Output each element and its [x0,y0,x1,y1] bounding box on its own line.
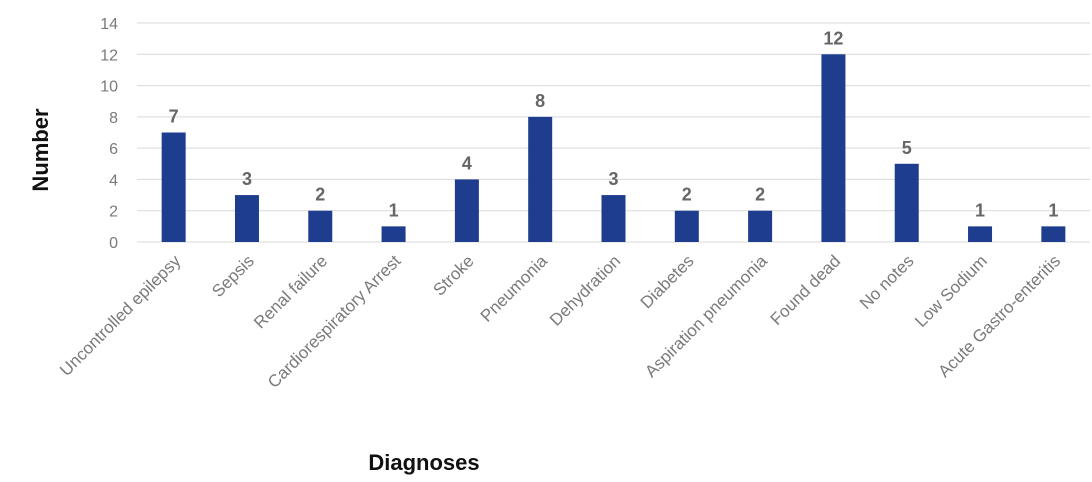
bar [821,54,846,243]
x-tick-label: Low Sodium [911,251,991,331]
y-tick-label: 4 [109,172,118,189]
y-axis-ticks: 0 2 4 6 8 10 12 14 [100,16,118,252]
data-label: 5 [902,138,912,158]
bar [528,116,553,242]
bar [161,132,186,242]
x-tick-label: Acute Gastro-enteritis [934,251,1064,381]
bar [308,210,333,242]
data-label: 7 [169,107,179,127]
data-label: 8 [535,91,545,111]
bar [601,195,626,242]
y-tick-label: 2 [109,204,118,221]
x-tick-label: Stroke [430,251,478,299]
bar [381,226,406,242]
y-tick-label: 10 [100,79,118,96]
y-tick-label: 14 [100,16,118,33]
y-axis-title: Number [28,108,53,192]
data-label: 4 [462,153,472,173]
x-tick-label: Aspiration pneumonia [641,251,771,381]
x-tick-label: Sepsis [208,251,258,301]
bar [968,226,993,242]
x-axis-title: Diagnoses [368,450,479,475]
x-tick-label: Found dead [767,251,845,329]
bar [748,210,773,242]
data-label: 2 [755,185,765,205]
data-label: 3 [242,169,252,189]
data-label: 2 [682,185,692,205]
bar [454,179,479,242]
data-label: 3 [608,169,618,189]
x-tick-label: Dehydration [546,251,624,329]
x-tick-label: Pneumonia [477,251,552,326]
x-tick-label: Cardiorespiratory Arrest [264,251,405,392]
bar [894,163,919,242]
y-tick-label: 0 [109,235,118,252]
data-label: 1 [1048,200,1058,220]
data-labels: 7 3 2 1 4 8 3 2 2 12 5 1 1 [169,28,1059,220]
x-tick-label: No notes [856,251,918,313]
x-tick-label: Diabetes [637,251,698,312]
data-label: 12 [823,28,843,48]
data-label: 2 [315,185,325,205]
bar [1041,226,1066,242]
y-tick-label: 12 [100,47,118,64]
bars [161,54,1066,243]
gridlines [137,22,1090,243]
y-tick-label: 6 [109,141,118,158]
data-label: 1 [389,200,399,220]
data-label: 1 [975,200,985,220]
y-tick-label: 8 [109,110,118,127]
bar [674,210,699,242]
x-tick-label: Uncontrolled epilepsy [56,251,185,380]
x-tick-label: Renal failure [250,251,331,332]
bar [234,195,259,242]
